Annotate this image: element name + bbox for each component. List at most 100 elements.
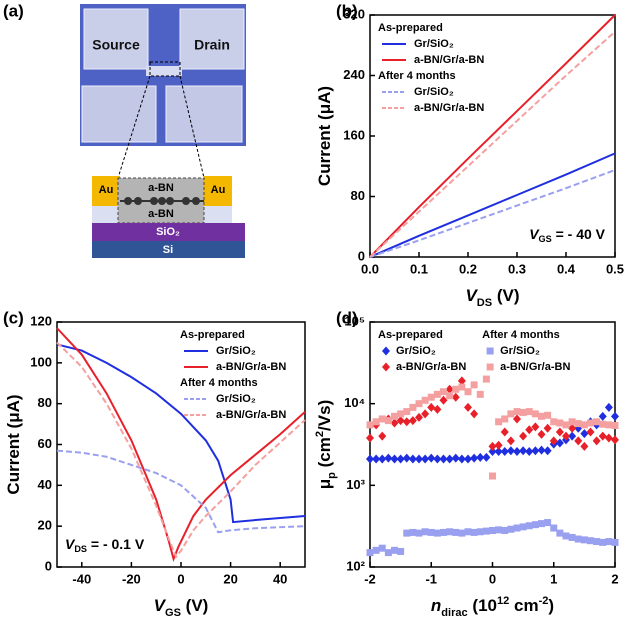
point: [574, 535, 582, 543]
point: [531, 422, 540, 432]
text-part: n: [431, 596, 441, 615]
line: [56, 449, 306, 534]
x-tick-label: 2: [611, 571, 618, 586]
text-part: ): [548, 596, 554, 615]
point: [476, 528, 484, 536]
rich-text: Current (μA): [315, 86, 334, 186]
line: [369, 30, 616, 258]
point: [488, 441, 497, 451]
point: [531, 446, 540, 456]
point: [507, 525, 515, 533]
point: [562, 421, 570, 429]
point: [525, 408, 533, 416]
text-part: = - 0.1 V: [87, 536, 145, 552]
point: [476, 390, 484, 398]
point: [403, 529, 411, 537]
point: [445, 454, 454, 464]
point: [598, 431, 607, 441]
point: [378, 431, 387, 441]
point: [549, 436, 558, 446]
y-tick-label: 0: [45, 558, 52, 573]
line: [56, 327, 306, 562]
text-part: p: [326, 472, 338, 479]
legend-title: As-prepared: [378, 22, 443, 34]
y-tick-label: 100: [30, 354, 52, 369]
point: [580, 536, 588, 544]
point: [593, 538, 601, 546]
point: [403, 408, 411, 416]
y-tick-label: 60: [38, 436, 52, 451]
point: [402, 417, 411, 427]
legend-title: After 4 months: [378, 70, 456, 82]
legend-swatch: [486, 363, 494, 371]
point: [415, 400, 423, 408]
legend-title: After 4 months: [482, 329, 560, 341]
point: [495, 526, 503, 534]
point: [415, 454, 423, 464]
point: [409, 528, 417, 536]
y-tick-label: 80: [38, 395, 52, 410]
x-tick-label: 0.0: [361, 261, 379, 276]
point: [396, 454, 405, 464]
text-part: V: [154, 596, 167, 615]
panel-label: (d): [336, 308, 358, 327]
point: [439, 454, 448, 464]
point: [519, 408, 527, 416]
layer-label: Au: [99, 184, 114, 196]
point: [568, 431, 577, 441]
point: [543, 423, 552, 433]
text-part: cm: [509, 596, 538, 615]
legend-label: Gr/SiO₂: [216, 393, 256, 405]
x-tick-label: 40: [273, 571, 287, 586]
point: [408, 416, 417, 426]
point: [402, 453, 411, 463]
panel-label: (a): [3, 1, 24, 20]
point: [605, 421, 613, 429]
point: [506, 446, 515, 456]
y-tick-label: 240: [343, 67, 365, 82]
legend-swatch: [382, 362, 390, 372]
y-tick-label: 160: [343, 127, 365, 142]
rich-text: VGS = - 40 V: [529, 226, 605, 245]
point: [372, 454, 381, 464]
point: [446, 528, 454, 536]
layer-label: Si: [163, 244, 173, 256]
legend-label: a-BN/Gr/a-BN: [414, 54, 484, 66]
point: [384, 417, 392, 425]
point: [378, 454, 387, 464]
x-tick-label: 0: [177, 571, 184, 586]
point: [580, 421, 588, 429]
text-part: GS: [539, 234, 552, 244]
point: [611, 411, 619, 421]
panel-label: (c): [3, 308, 24, 327]
point: [531, 521, 539, 529]
point: [391, 412, 398, 420]
text-part: dirac: [441, 607, 467, 618]
point: [482, 452, 491, 462]
point: [501, 415, 509, 423]
x-tick-label: 0.4: [557, 261, 576, 276]
point: [598, 411, 607, 421]
y-tick-label: 10⁴: [344, 395, 365, 410]
point: [537, 445, 546, 455]
point: [397, 547, 405, 555]
point: [555, 427, 564, 437]
point: [452, 385, 460, 393]
rich-text: μp (cm2/Vs): [314, 400, 338, 489]
legend-label: a-BN/Gr/a-BN: [500, 361, 570, 373]
y-tick-label: 320: [343, 6, 365, 21]
text-part: Current (μA): [315, 86, 334, 186]
point: [458, 529, 466, 537]
text-part: (V): [181, 596, 208, 615]
point: [451, 392, 460, 402]
point: [390, 418, 399, 428]
legend-label: Gr/SiO₂: [414, 86, 454, 98]
line: [56, 341, 306, 559]
text-part: V: [65, 536, 76, 552]
text-part: = - 40 V: [552, 226, 606, 242]
point: [519, 431, 528, 441]
text-part: (10: [468, 596, 497, 615]
point: [611, 422, 619, 430]
legend-label: a-BN/Gr/a-BN: [216, 409, 286, 421]
